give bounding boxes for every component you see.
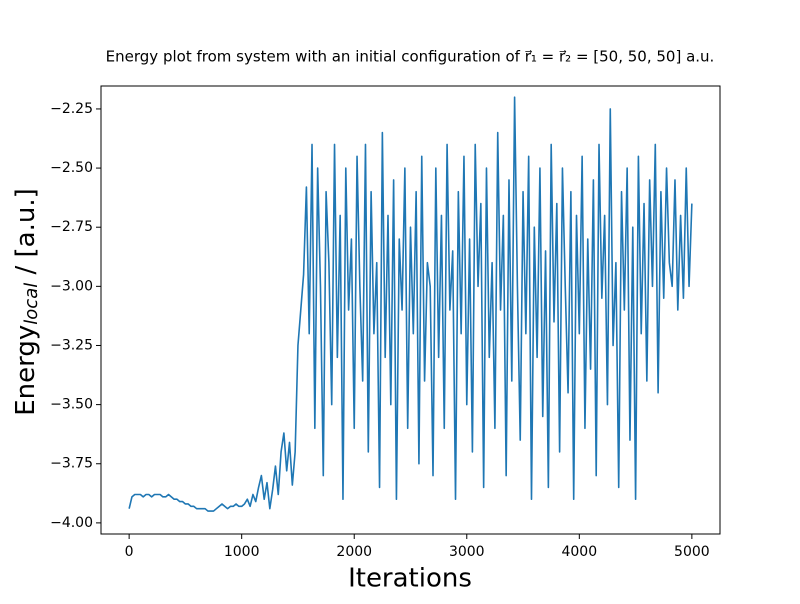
y-tick-label: −4.00 — [50, 515, 93, 531]
x-tick-label: 1000 — [224, 544, 260, 560]
y-tick-label: −2.75 — [50, 219, 93, 235]
plot-frame — [100, 85, 721, 535]
y-tick-label: −3.75 — [50, 456, 93, 472]
x-tick-label: 2000 — [336, 544, 372, 560]
y-tick-label: −3.00 — [50, 278, 93, 294]
data-line — [128, 96, 693, 512]
y-axis-label: Energylocal / [a.u.] — [11, 188, 43, 416]
y-tick-label: −3.50 — [50, 397, 93, 413]
y-label-main: Energy — [11, 325, 41, 416]
x-axis-label: Iterations — [348, 564, 472, 594]
chart-title: Energy plot from system with an initial … — [106, 48, 715, 66]
y-tick-label: −2.50 — [50, 160, 93, 176]
x-tick-label: 0 — [125, 544, 134, 560]
y-tick-label: −2.25 — [50, 101, 93, 117]
x-tick-label: 3000 — [449, 544, 485, 560]
y-label-sub: local — [21, 283, 42, 325]
y-tick-label: −3.25 — [50, 337, 93, 353]
y-label-tail: / [a.u.] — [11, 188, 41, 283]
x-tick-label: 4000 — [561, 544, 597, 560]
x-tick-label: 5000 — [674, 544, 710, 560]
